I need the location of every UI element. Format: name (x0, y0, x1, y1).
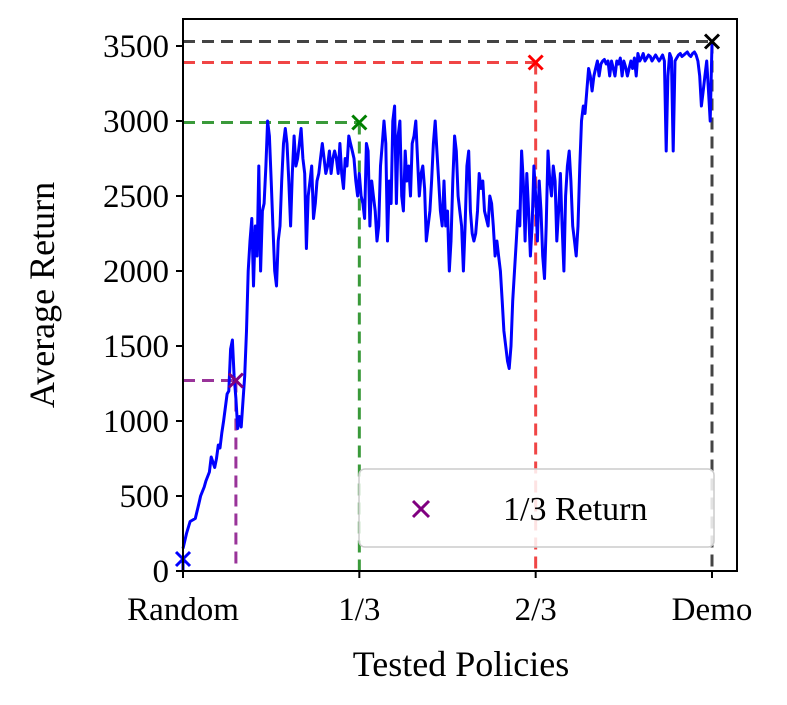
x-tick-label-1: 1/3 (338, 592, 380, 628)
x-tick-label-2: 2/3 (515, 592, 557, 628)
y-axis-title: Average Return (22, 182, 62, 408)
return-marker-2-stroke-b (351, 114, 368, 131)
y-tick-label-3500: 3500 (103, 29, 169, 65)
x-tick-label-3: Demo (672, 592, 753, 628)
y-tick-label-500: 500 (120, 479, 170, 515)
plot-frame (182, 18, 738, 572)
series-lines (181, 42, 714, 549)
legend-x-marker (411, 499, 431, 519)
x-tick-label-0: Random (127, 592, 239, 628)
y-tick-label-2000: 2000 (103, 254, 169, 290)
return-markers (174, 33, 721, 568)
x-axis-title: Tested Policies (353, 644, 569, 684)
legend-box (358, 468, 715, 548)
return-marker-3-stroke-b (527, 54, 544, 71)
legend-marker-x (411, 499, 431, 519)
y-tick-label-1000: 1000 (103, 404, 169, 440)
legend: 1/3 Return (358, 468, 715, 548)
return-marker-2 (351, 114, 368, 131)
return-marker-4 (703, 33, 721, 50)
return-marker-4-stroke-b (703, 33, 721, 50)
series-line-0 (181, 42, 714, 549)
y-axis: 0 500 1000 1500 2000 2500 3000 3500 (103, 29, 183, 590)
y-tick-label-1500: 1500 (103, 329, 169, 365)
legend-label: 1/3 Return (503, 491, 647, 528)
return-marker-1-stroke-b (227, 372, 244, 389)
legend-marker-x-stroke-b (411, 499, 431, 519)
x-axis: Random 1/3 2/3 Demo (127, 571, 752, 628)
y-tick-label-3000: 3000 (103, 104, 169, 140)
y-tick-label-2500: 2500 (103, 179, 169, 215)
return-marker-3 (527, 54, 544, 71)
y-tick-label-0: 0 (153, 554, 170, 590)
return-marker-1 (227, 372, 244, 389)
